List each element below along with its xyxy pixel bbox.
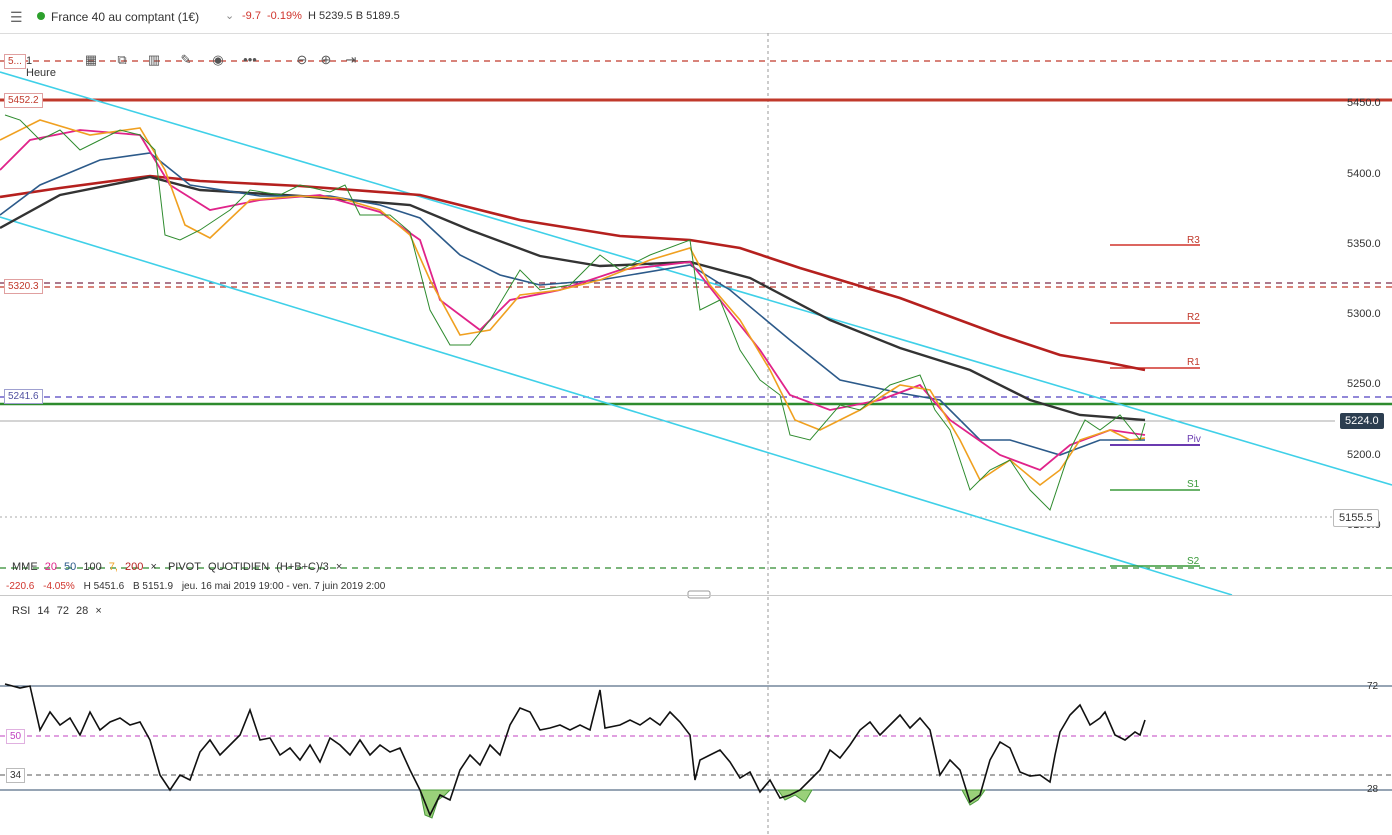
legend-mme: MME <box>12 561 38 573</box>
jump-to-end-icon[interactable]: ⇥ <box>345 52 357 67</box>
hamburger-menu-icon[interactable]: ☰ <box>10 9 23 25</box>
ema-20-line <box>0 129 1146 472</box>
panel-resize-handle <box>687 590 711 599</box>
pivot-label-r3: R3 <box>1187 235 1200 246</box>
timeframe-selector[interactable]: 1 Heure <box>26 55 56 79</box>
zoom-out-icon[interactable]: ⊖ <box>296 52 308 67</box>
range-change: -220.6 <box>6 581 35 592</box>
rsi-line <box>4 683 1146 817</box>
legend-close-icon[interactable]: × <box>150 561 157 573</box>
ema-50-line <box>0 152 1145 456</box>
range-low: B 5151.9 <box>132 581 174 592</box>
instrument-header: ☰ France 40 au comptant (1€) ⌄ -9.7 -0.1… <box>0 0 1392 34</box>
pivot-label-piv: Piv <box>1187 434 1201 445</box>
pivot-label-s1: S1 <box>1187 479 1200 490</box>
channel-lower-line <box>0 216 1233 596</box>
legend-period-50: 50 <box>64 561 77 573</box>
rsi-legend[interactable]: RSI 14 72 28 × <box>12 605 106 617</box>
rsi-label: RSI <box>12 605 31 617</box>
price-label-5320: 5320.3 <box>4 279 43 294</box>
axis-label-5200: 5200.0 <box>1347 449 1381 461</box>
legend-period-100: 100 <box>83 561 102 573</box>
price-change: -9.7 <box>242 10 261 22</box>
rsi-param-1: 14 <box>37 605 50 617</box>
legend-period-200: 200 <box>125 561 144 573</box>
rsi-left-50: 50 <box>6 729 26 744</box>
high-low-values: H 5239.5 B 5189.5 <box>308 10 400 22</box>
rsi-param-2: 72 <box>56 605 69 617</box>
range-dates: jeu. 16 mai 2019 19:00 - ven. 7 juin 201… <box>181 581 386 592</box>
instrument-name[interactable]: France 40 au comptant (1€) <box>51 10 200 24</box>
chevron-down-icon[interactable]: ⌄ <box>225 10 235 22</box>
pivot-label-r2: R2 <box>1187 312 1200 323</box>
axis-label-5450: 5450.0 <box>1347 97 1381 109</box>
price-wicks <box>4 114 1146 511</box>
price-label-5452: 5452.2 <box>4 93 43 108</box>
range-high: H 5451.6 <box>83 581 125 592</box>
rsi-axis-72: 72 <box>1367 681 1379 692</box>
draw-pen-icon[interactable]: ✎ <box>180 52 192 67</box>
price-label-5241: 5241.6 <box>4 389 43 404</box>
pivot-label-r1: R1 <box>1187 357 1200 368</box>
legend-pivot: PIVOT <box>167 561 201 573</box>
bar-chart-icon[interactable]: ▥ <box>147 52 161 67</box>
ema-100-line <box>0 175 1146 422</box>
rsi-param-3: 28 <box>76 605 89 617</box>
legend-pivot-period: QUOTIDIEN <box>208 561 270 573</box>
axis-label-5250: 5250.0 <box>1347 378 1381 390</box>
calendar-icon[interactable]: ▦ <box>84 52 98 67</box>
axis-label-5300: 5300.0 <box>1347 308 1381 320</box>
rsi-close-icon[interactable]: × <box>95 605 102 617</box>
legend-pivot-formula: (H+B+C)/3 <box>276 561 329 573</box>
market-open-status-icon <box>37 12 45 20</box>
candle-type-icon[interactable]: ⧉ <box>117 52 127 67</box>
zoom-in-icon[interactable]: ⊕ <box>320 52 332 67</box>
ema-200-line <box>0 174 1146 372</box>
panel-divider <box>0 595 1392 596</box>
axis-label-5350: 5350.0 <box>1347 238 1381 250</box>
more-icon[interactable]: ••• <box>243 52 257 67</box>
price-label-top: 5... <box>4 54 26 69</box>
price-change-percent: -0.19% <box>267 10 302 22</box>
cursor-price-tag: 5155.5 <box>1333 509 1379 527</box>
indicator-legend[interactable]: MME 20 50 100 7, 200 × PIVOT QUOTIDIEN (… <box>12 561 346 573</box>
legend-pivot-close-icon[interactable]: × <box>335 561 343 573</box>
current-price-tag: 5224.0 <box>1340 413 1384 429</box>
rsi-left-34: 34 <box>6 768 26 783</box>
legend-period-7: 7, <box>108 561 118 573</box>
pivot-label-s2: S2 <box>1187 556 1200 567</box>
axis-label-5400: 5400.0 <box>1347 168 1381 180</box>
rsi-oversold-fill-2 <box>777 789 813 803</box>
range-change-percent: -4.05% <box>43 581 75 592</box>
range-stats: -220.6 -4.05% H 5451.6 B 5151.9 jeu. 16 … <box>6 581 385 592</box>
ema-7-line <box>0 119 1146 487</box>
rsi-axis-28: 28 <box>1367 784 1379 795</box>
eye-icon[interactable]: ◉ <box>212 52 224 67</box>
legend-period-20: 20 <box>44 561 57 573</box>
